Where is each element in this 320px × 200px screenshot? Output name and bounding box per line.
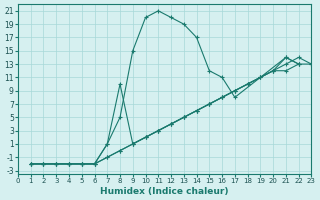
X-axis label: Humidex (Indice chaleur): Humidex (Indice chaleur): [100, 187, 229, 196]
